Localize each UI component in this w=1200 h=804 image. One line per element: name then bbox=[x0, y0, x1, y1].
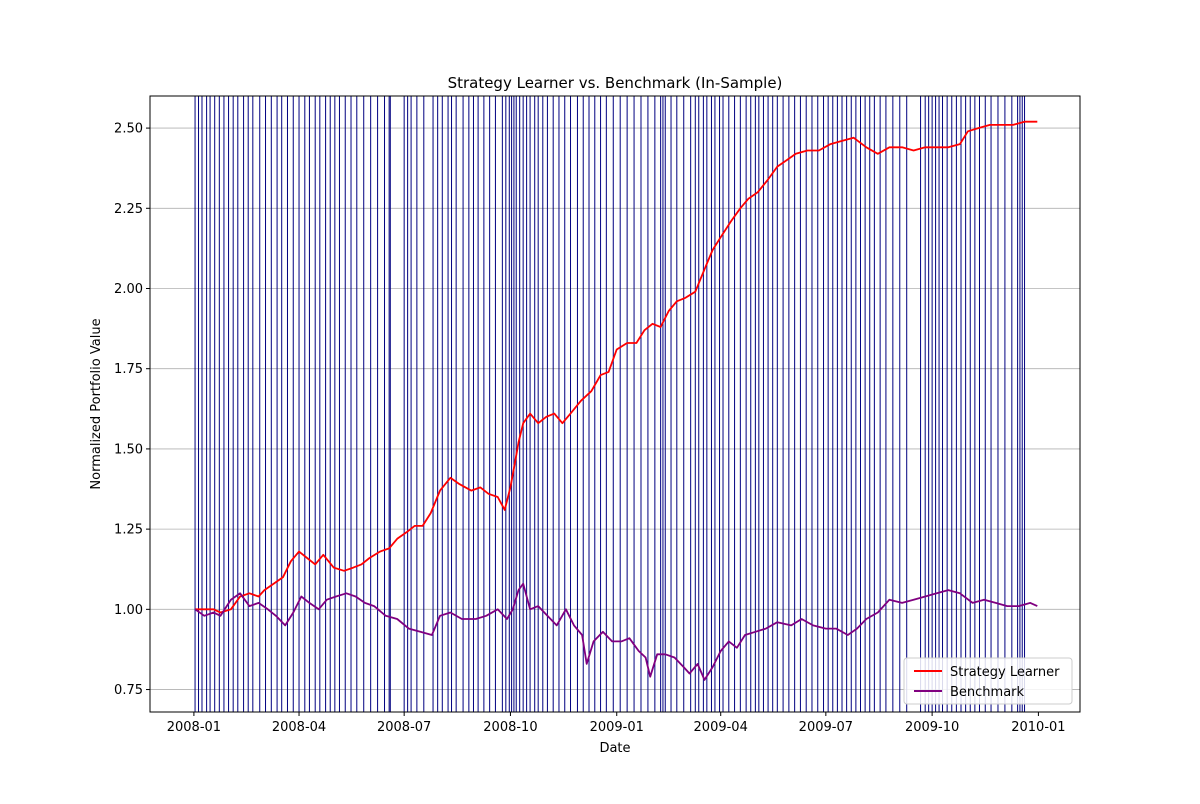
legend-label-benchmark: Benchmark bbox=[950, 685, 1025, 700]
legend: Strategy Learner Benchmark bbox=[903, 657, 1073, 705]
legend-box bbox=[903, 657, 1073, 705]
x-tick-label: 2008-04 bbox=[272, 720, 326, 735]
series-line-benchmark bbox=[194, 582, 1038, 681]
y-tick-label: 1.00 bbox=[114, 603, 143, 618]
y-tick-label: 1.75 bbox=[114, 362, 143, 377]
plot-frame bbox=[149, 95, 1081, 713]
y-tick-label: 2.00 bbox=[114, 282, 143, 297]
x-tick-label: 2010-01 bbox=[1011, 720, 1065, 735]
legend-label-strategy-learner: Strategy Learner bbox=[950, 665, 1060, 680]
series-line-strategy-learner bbox=[195, 120, 1038, 614]
chart-title: Strategy Learner vs. Benchmark (In-Sampl… bbox=[448, 74, 783, 92]
x-tick-label: 2009-07 bbox=[799, 720, 853, 735]
x-tick-label: 2008-10 bbox=[483, 720, 537, 735]
y-axis: 0.75 1.00 1.25 1.50 1.75 2.00 2.25 2.50 bbox=[114, 122, 150, 698]
x-tick-label: 2008-07 bbox=[377, 720, 431, 735]
x-tick-label: 2009-01 bbox=[590, 720, 644, 735]
series-lines bbox=[194, 120, 1038, 681]
y-tick-label: 1.25 bbox=[114, 523, 143, 538]
trade-lines bbox=[194, 96, 1026, 712]
x-tick-label: 2008-01 bbox=[167, 720, 221, 735]
y-tick-label: 2.25 bbox=[114, 202, 143, 217]
y-tick-label: 2.50 bbox=[114, 122, 143, 137]
x-axis: 2008-01 2008-04 2008-07 2008-10 2009-01 2009-… bbox=[167, 712, 1066, 735]
x-axis-label: Date bbox=[599, 741, 630, 756]
y-tick-label: 0.75 bbox=[114, 683, 143, 698]
x-tick-label: 2009-10 bbox=[905, 720, 959, 735]
y-axis-label: Normalized Portfolio Value bbox=[89, 318, 104, 489]
x-tick-label: 2009-04 bbox=[694, 720, 748, 735]
y-tick-label: 1.50 bbox=[114, 442, 143, 457]
